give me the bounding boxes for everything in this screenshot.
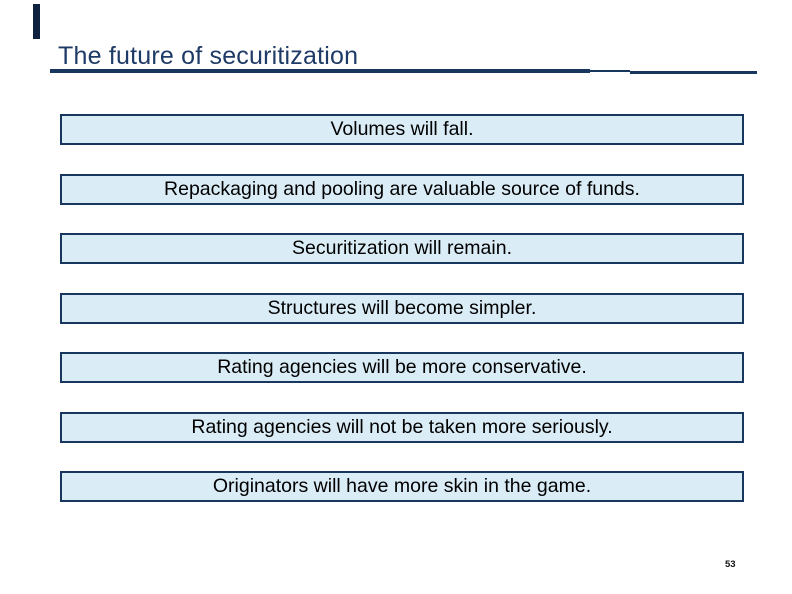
- statement-text: Structures will become simpler.: [267, 297, 537, 319]
- accent-bar: [33, 4, 40, 39]
- statement-box: Repackaging and pooling are valuable sou…: [60, 174, 744, 205]
- title-underline-segment: [50, 69, 590, 73]
- statement-box: Originators will have more skin in the g…: [60, 471, 744, 502]
- statement-box: Securitization will remain.: [60, 233, 744, 264]
- statement-box: Volumes will fall.: [60, 114, 744, 145]
- statement-text: Securitization will remain.: [292, 237, 512, 259]
- page-title: The future of securitization: [58, 42, 359, 70]
- statement-box: Structures will become simpler.: [60, 293, 744, 324]
- statement-text: Rating agencies will be more conservativ…: [217, 356, 587, 378]
- title-underline-segment: [590, 70, 630, 72]
- statement-box: Rating agencies will not be taken more s…: [60, 412, 744, 443]
- title-underline-segment: [630, 70, 757, 74]
- statement-box: Rating agencies will be more conservativ…: [60, 352, 744, 383]
- statement-text: Rating agencies will not be taken more s…: [191, 416, 613, 438]
- statement-text: Originators will have more skin in the g…: [212, 475, 592, 497]
- page-number: 53: [725, 559, 736, 570]
- statement-text: Volumes will fall.: [330, 118, 474, 140]
- statement-text: Repackaging and pooling are valuable sou…: [164, 178, 640, 200]
